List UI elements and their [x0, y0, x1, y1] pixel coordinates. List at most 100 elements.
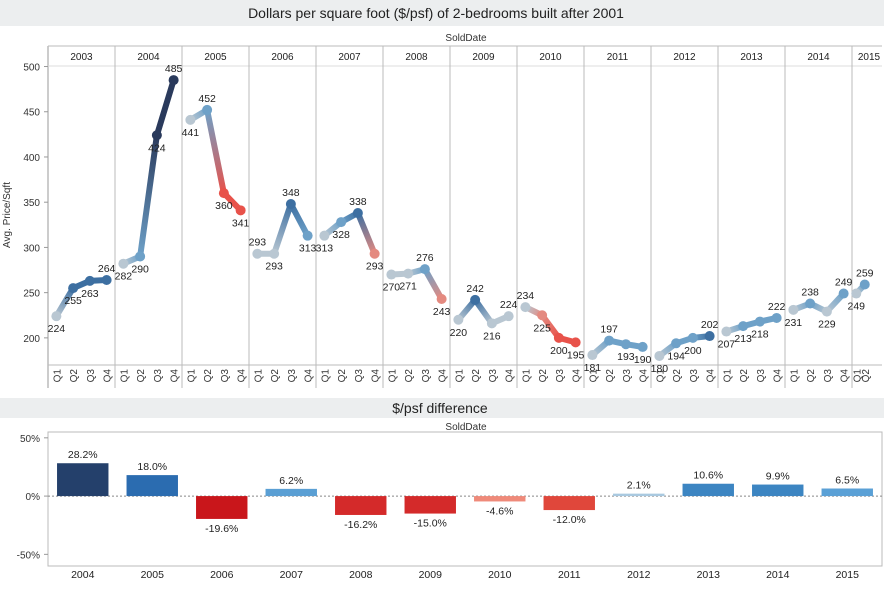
quarter-label: Q4 [505, 369, 516, 383]
series-line-segment [421, 266, 445, 302]
quarter-label: Q4 [103, 369, 114, 383]
data-point [671, 338, 682, 349]
quarter-label: Q1 [521, 369, 532, 383]
category-label: 2009 [419, 569, 443, 581]
top-y-tick-label: 500 [23, 63, 40, 74]
data-label: 341 [232, 217, 250, 229]
bar [57, 463, 109, 497]
data-label: 229 [818, 319, 836, 331]
data-label: 222 [768, 301, 786, 313]
series-line-segment [287, 201, 311, 239]
quarter-label: Q2 [270, 369, 281, 383]
quarter-label: Q1 [722, 369, 733, 383]
category-label: 2013 [697, 569, 721, 581]
quarter-label: Q2 [337, 369, 348, 383]
bar-label: -16.2% [344, 519, 377, 531]
quarter-label: Q1 [588, 369, 599, 383]
data-point [537, 310, 548, 321]
category-label: 2011 [558, 569, 581, 581]
data-point [68, 283, 79, 294]
data-label: 224 [48, 323, 66, 335]
quarter-label: Q4 [438, 369, 449, 383]
quarter-label: Q1 [186, 369, 197, 383]
data-point [302, 230, 313, 241]
year-header: 2009 [472, 52, 495, 63]
quarter-label: Q3 [421, 369, 432, 383]
data-label: 263 [81, 288, 99, 300]
data-label: 220 [450, 327, 468, 339]
quarter-label: Q4 [773, 369, 784, 383]
data-label: 181 [584, 362, 602, 374]
data-label: 231 [785, 317, 803, 329]
quarter-label: Q3 [488, 369, 499, 383]
data-point [738, 321, 749, 332]
data-label: 207 [718, 339, 736, 351]
bar-label: -12.0% [553, 514, 586, 526]
data-point [403, 268, 414, 279]
bar [821, 488, 873, 497]
data-label: 249 [847, 301, 865, 313]
quarter-label: Q1 [387, 369, 398, 383]
quarter-label: Q3 [622, 369, 633, 383]
quarter-label: Q4 [371, 369, 382, 383]
data-point [218, 188, 229, 199]
data-label: 243 [433, 306, 451, 318]
data-label: 224 [500, 299, 518, 311]
category-label: 2004 [71, 569, 95, 581]
data-point [453, 314, 464, 325]
quarter-label: Q2 [672, 369, 683, 383]
year-header: 2008 [405, 52, 428, 63]
data-point [470, 294, 481, 305]
year-header: 2004 [137, 52, 160, 63]
quarter-label: Q3 [823, 369, 834, 383]
bar-label: -19.6% [205, 523, 238, 535]
data-label: 485 [165, 63, 183, 75]
year-header: 2007 [338, 52, 361, 63]
bar [335, 496, 387, 515]
data-label: 360 [215, 200, 233, 212]
category-label: 2006 [210, 569, 234, 581]
category-label: 2014 [766, 569, 790, 581]
data-point [386, 269, 397, 280]
quarter-label: Q1 [253, 369, 264, 383]
bar [474, 496, 526, 502]
quarter-label: Q3 [220, 369, 231, 383]
data-point [637, 341, 648, 352]
data-label: 180 [651, 363, 669, 375]
year-header: 2011 [607, 52, 629, 63]
data-label: 313 [316, 243, 334, 255]
data-point [687, 332, 698, 343]
series-line-segment [153, 77, 177, 139]
bottom-y-tick-label: 50% [20, 434, 40, 445]
data-label: 255 [64, 295, 82, 307]
top-y-tick-label: 300 [23, 243, 40, 254]
category-label: 2015 [836, 569, 860, 581]
bar [613, 493, 665, 497]
data-label: 452 [198, 93, 216, 105]
data-label: 202 [701, 319, 719, 331]
bar-label: 18.0% [137, 461, 167, 473]
data-label: 200 [550, 345, 568, 357]
quarter-label: Q2 [404, 369, 415, 383]
quarter-label: Q2 [861, 369, 872, 383]
quarter-label: Q2 [203, 369, 214, 383]
category-label: 2005 [141, 569, 165, 581]
bottom-column-header: SoldDate [445, 422, 487, 433]
quarter-label: Q2 [538, 369, 549, 383]
series-line-segment [354, 210, 378, 257]
category-label: 2012 [627, 569, 651, 581]
data-point [771, 312, 782, 323]
bar [682, 483, 734, 497]
data-label: 200 [684, 345, 702, 357]
year-header: 2015 [858, 52, 881, 63]
category-label: 2007 [280, 569, 304, 581]
top-series-lines [51, 75, 870, 361]
quarter-label: Q1 [320, 369, 331, 383]
year-header: 2013 [740, 52, 763, 63]
data-point [851, 288, 862, 299]
category-label: 2008 [349, 569, 373, 581]
top-y-tick-label: 250 [23, 289, 40, 300]
data-label: 242 [466, 283, 484, 295]
data-point [604, 335, 615, 346]
